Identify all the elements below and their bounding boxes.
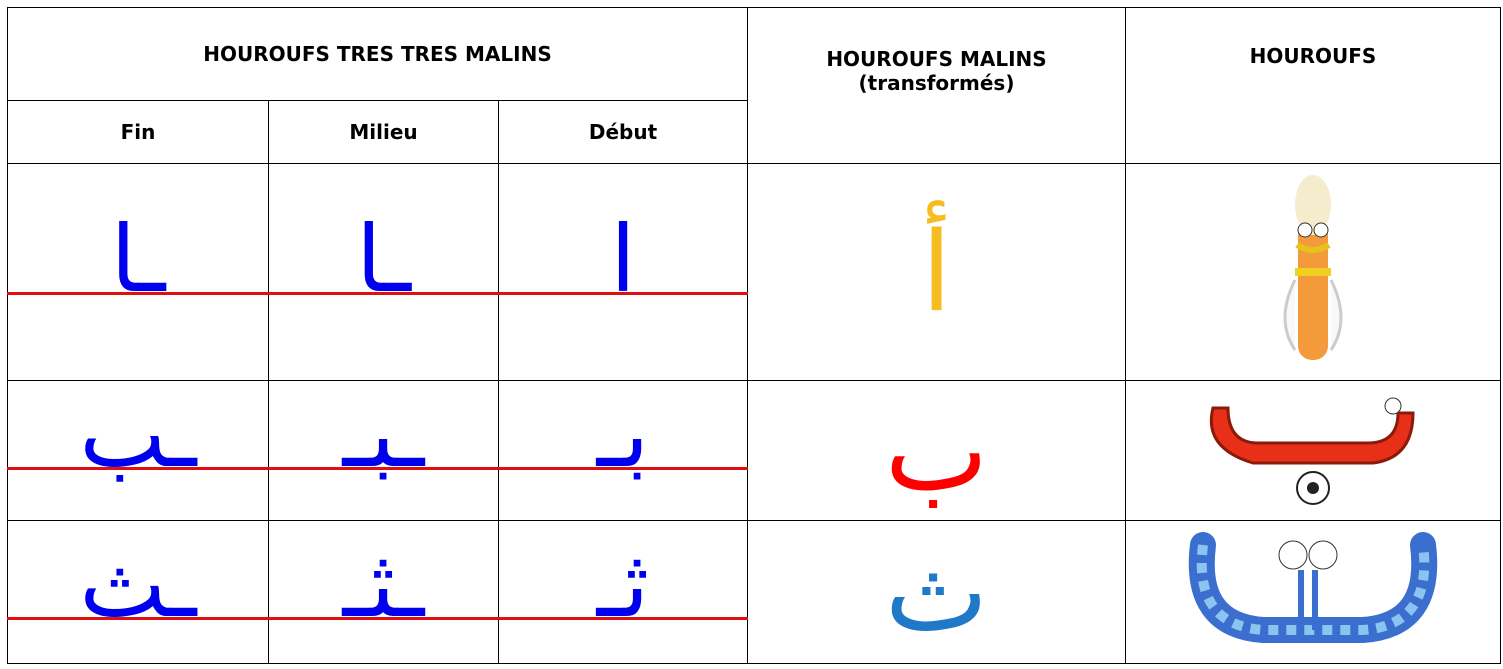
- letter-form: بـ: [596, 381, 650, 488]
- header-text: HOUROUFS TRES TRES MALINS: [203, 42, 552, 66]
- form-cell: ـا: [268, 163, 499, 381]
- form-cell: ـب: [7, 380, 269, 521]
- baseline: [498, 467, 748, 470]
- malins-header: HOUROUFS MALINS (transformés): [747, 7, 1126, 164]
- letter-form: ـب: [79, 381, 197, 488]
- baseline: [268, 467, 499, 470]
- form-cell: ا: [498, 163, 748, 381]
- form-cell: ثـ: [498, 520, 748, 664]
- letter-form: ثـ: [596, 531, 650, 638]
- header-text: HOUROUFS MALINS: [826, 46, 1047, 71]
- form-cell: بـ: [498, 380, 748, 521]
- baseline: [498, 292, 748, 295]
- hourouf-header: HOUROUFS: [1125, 7, 1501, 164]
- cartoon: [1125, 380, 1501, 521]
- baseline: [7, 617, 269, 620]
- malin-letter: أ: [747, 163, 1126, 381]
- malin-letter: ث: [747, 520, 1126, 664]
- letter-form: ا: [610, 206, 636, 313]
- letter-row: ـث ـثـ ثـ ث: [7, 520, 1501, 664]
- baseline: [268, 617, 499, 620]
- letter-row: ـا ـا ا أ: [7, 163, 1501, 381]
- letter-form: ـث: [79, 531, 197, 638]
- letter-form: ـثـ: [342, 531, 425, 638]
- header-note: (transformés): [858, 70, 1015, 95]
- baseline: [268, 292, 499, 295]
- baseline: [498, 617, 748, 620]
- group-header: HOUROUFS TRES TRES MALINS: [7, 7, 748, 101]
- column-header: Fin: [7, 100, 269, 164]
- cartoon: [1125, 520, 1501, 664]
- form-cell: ـا: [7, 163, 269, 381]
- malin-letter: ب: [747, 380, 1126, 521]
- column-header: Milieu: [268, 100, 499, 164]
- form-cell: ـث: [7, 520, 269, 664]
- header-text: HOUROUFS: [1249, 43, 1377, 68]
- letter-form: ـا: [356, 206, 411, 313]
- letter-row: ـب ـبـ بـ ب: [7, 380, 1501, 521]
- letters-table: HOUROUFS TRES TRES MALINS HOUROUFS MALIN…: [7, 7, 1501, 664]
- form-cell: ـبـ: [268, 380, 499, 521]
- column-header: Début: [498, 100, 748, 164]
- baseline: [7, 467, 269, 470]
- letter-form: ـبـ: [342, 381, 425, 488]
- cartoon: [1125, 163, 1501, 381]
- baseline: [7, 292, 269, 295]
- form-cell: ـثـ: [268, 520, 499, 664]
- letter-form: ـا: [110, 206, 166, 313]
